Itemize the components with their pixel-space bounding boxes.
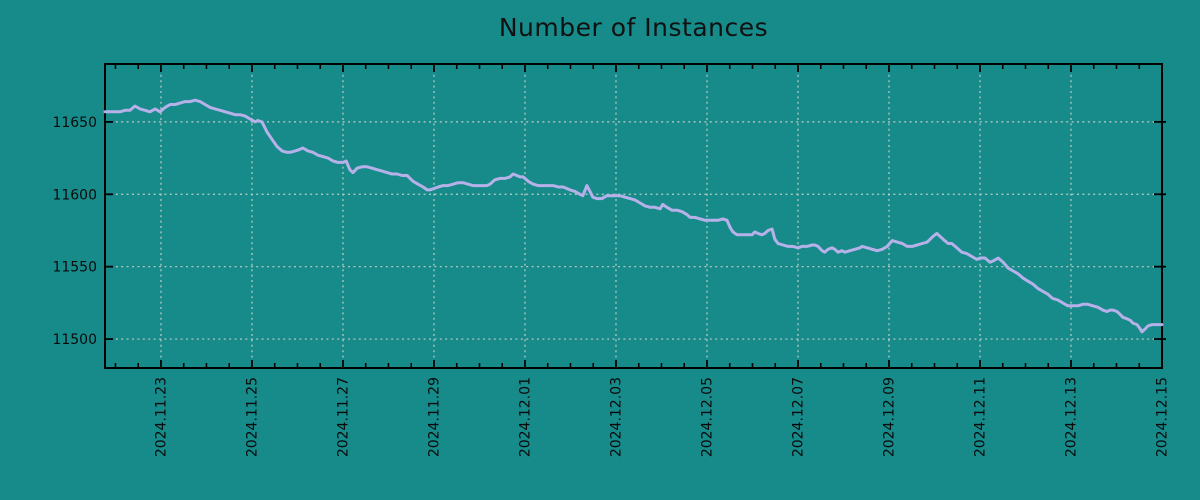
series-line-instances bbox=[103, 98, 1164, 334]
x-tick-label: 2024.11.23 bbox=[153, 377, 169, 457]
x-tick-label: 2024.12.09 bbox=[881, 377, 897, 457]
y-tick-label: 11500 bbox=[52, 332, 97, 348]
chart-title: Number of Instances bbox=[498, 13, 769, 42]
x-tick-label: 2024.12.15 bbox=[1155, 377, 1171, 457]
y-tick-label: 11550 bbox=[52, 260, 97, 276]
x-tick-label: 2024.12.01 bbox=[517, 377, 533, 457]
plot-border bbox=[104, 63, 1163, 369]
x-tick-label: 2024.12.07 bbox=[790, 377, 806, 457]
x-tick-label: 2024.12.03 bbox=[608, 377, 624, 457]
x-tick-label: 2024.11.29 bbox=[426, 377, 442, 457]
x-tick-label: 2024.12.13 bbox=[1063, 377, 1079, 457]
x-tick-label: 2024.11.27 bbox=[335, 377, 351, 457]
x-tick-label: 2024.12.05 bbox=[699, 377, 715, 457]
y-tick-label: 11650 bbox=[52, 115, 97, 131]
y-tick-label: 11600 bbox=[52, 187, 97, 203]
x-tick-label: 2024.11.25 bbox=[244, 377, 260, 457]
x-tick-label: 2024.12.11 bbox=[972, 377, 988, 457]
